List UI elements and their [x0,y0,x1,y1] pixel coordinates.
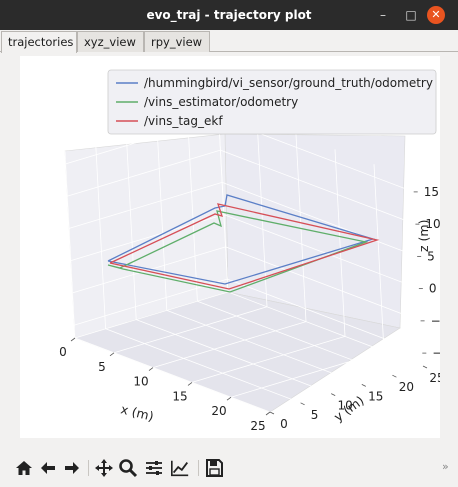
grid-line [373,164,385,352]
legend-label-vins-estimator: /vins_estimator/odometry [144,95,298,109]
z-tick-label: 0 [429,282,437,296]
grid-line [74,278,228,326]
tab-bar: trajectories xyz_view rpy_view [0,30,458,53]
x-tick-label: 0 [59,345,67,359]
navigation-toolbar: » [0,452,458,484]
toolbar-separator [88,460,89,476]
trajectory-vins-tag-ekf [109,203,380,290]
grid-line [72,246,226,294]
z-tick-label: −5 [431,314,440,328]
home-icon[interactable] [14,458,34,478]
grid-line [156,123,168,311]
y-tick-label: 10 [338,399,353,413]
plot-canvas[interactable]: 05101520250510152025151050−5−10 x (m) y … [20,56,458,438]
grid-line [64,150,76,339]
grid-line [220,149,416,225]
grid-line [223,214,420,289]
toolbar-separator [198,460,199,476]
y-tick-label: 25 [429,371,440,385]
grid-line [74,291,229,339]
trajectory-3d-plot[interactable]: 05101520250510152025151050−5−10 x (m) y … [20,56,458,438]
grid-line [412,178,424,367]
trajectory-lines [107,194,380,293]
grid-line [69,181,223,229]
y-tick-label: 15 [368,389,383,403]
tab-rpy-view[interactable]: rpy_view [144,31,210,52]
grid-line [217,104,229,293]
grid-line [230,350,385,398]
grid-line [227,278,423,354]
y-tick-mark [422,365,428,369]
z-tick-label: 5 [427,249,435,263]
grid-line [191,336,346,383]
grid-lines [64,104,424,413]
grid-line [136,319,332,394]
grid-line [105,328,301,404]
x-tick-label: 5 [98,360,106,374]
close-button[interactable]: ✕ [427,6,445,24]
grid-line [67,149,221,197]
x-tick-mark [187,382,193,386]
grid-line [74,337,271,413]
title-bar: evo_traj - trajectory plot – □ ✕ [0,0,458,30]
trajectory-ground-truth [107,194,376,285]
x-tick-mark [148,367,154,371]
zoom-icon[interactable] [118,458,138,478]
edit-axis-icon[interactable] [170,458,190,478]
x-tick-mark [70,337,76,342]
tab-xyz-view[interactable]: xyz_view [77,31,144,52]
z-tick-label: −10 [432,346,440,360]
minimize-button[interactable]: – [380,8,386,22]
y-tick-label: 0 [280,417,288,431]
grid-line [152,321,307,368]
x-tick-label: 15 [172,389,187,403]
grid-line [227,291,424,367]
grid-line [221,182,418,257]
back-arrow-icon[interactable] [38,458,58,478]
trajectory-vins-estimator [107,210,369,293]
grid-line [95,141,106,329]
configure-subplots-icon[interactable] [144,458,164,478]
window-title: evo_traj - trajectory plot [146,8,312,22]
legend-label-ground-truth: /hummingbird/vi_sensor/ground_truth/odom… [144,76,433,90]
pan-icon[interactable] [94,458,114,478]
grid-line [269,365,424,413]
grid-line [334,149,346,337]
tab-trajectories[interactable]: trajectories [1,31,77,53]
grid-line [225,246,421,322]
y-tick-mark [331,393,336,396]
save-icon[interactable] [204,458,224,478]
grid-line [125,132,137,320]
y-tick-label: 20 [399,380,414,394]
x-tick-label: 25 [250,419,265,433]
x-tick-label: 10 [133,375,148,389]
y-tick-label: 5 [311,408,319,422]
grid-line [113,306,268,354]
x-tick-label: 20 [211,404,226,418]
grid-line [197,300,393,376]
x-tick-mark [226,396,232,401]
y-tick-mark [392,374,397,378]
z-tick-label: 10 [425,217,440,231]
z-axis-label: z (m) [416,220,431,252]
y-tick-mark [300,402,305,406]
forward-arrow-icon[interactable] [62,458,82,478]
z-tick-label: 15 [424,185,439,199]
legend: /hummingbird/vi_sensor/ground_truth/odom… [107,69,437,135]
toolbar-overflow-button[interactable]: » [442,460,449,473]
legend-box [107,69,437,135]
x-tick-mark [265,411,271,416]
grid-line [187,114,198,302]
maximize-button[interactable]: □ [405,8,417,22]
y-tick-mark [269,411,275,415]
x-tick-mark [109,352,115,357]
legend-label-vins-tag-ekf: /vins_tag_ekf [144,114,223,128]
grid-line [166,310,362,385]
y-tick-mark [361,384,366,387]
